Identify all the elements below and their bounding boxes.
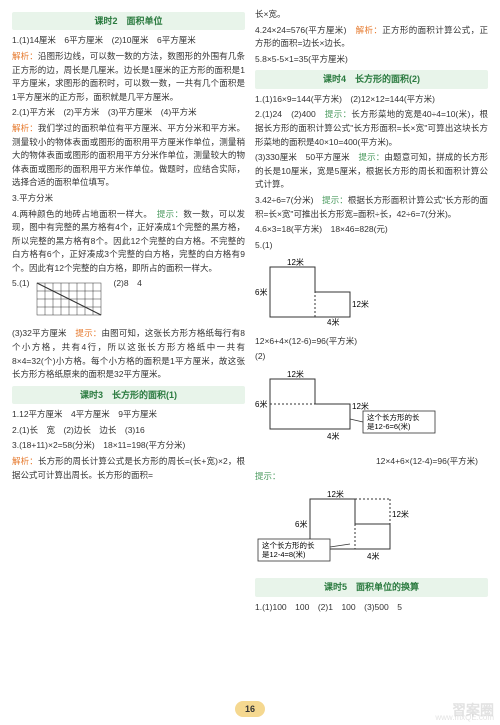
svg-text:12米: 12米 [287, 257, 304, 267]
q5b: (2)8 4 [113, 277, 141, 291]
svg-text:12米: 12米 [287, 369, 304, 379]
q5-row: 5.(1) (2)8 4 [12, 277, 245, 325]
q3: 3.平方分米 [12, 192, 245, 206]
r-q5: 5.(1) [255, 239, 488, 253]
analysis-label: 解析： [12, 51, 38, 61]
svg-text:12米: 12米 [352, 401, 369, 411]
l-shape-1: 12米 6米 12米 4米 [255, 257, 375, 327]
hint-label: 提示： [255, 471, 281, 481]
left-column: 课时2 面积单位 1.(1)14厘米 6平方厘米 (2)10厘米 6平方厘米 解… [12, 8, 245, 616]
l-shape-3: 12米 6米 12米 4米 这个长方形的长 是12-4=8(米) [255, 489, 485, 567]
svg-text:12米: 12米 [352, 299, 369, 309]
analysis-label: 解析： [356, 25, 383, 35]
a2-text: 我们学过的面积单位有平方厘米、平方分米和平方米。测量较小的物体表面或图形的面积用… [12, 123, 245, 187]
q4: 4.两种颜色的地砖占地面积一样大。 提示：数一数，可以发现，图中有完整的黑方格有… [12, 208, 245, 276]
q5c-row: (3)32平方厘米 提示：由图可知，这张长方形方格纸每行有8个小方格，共有4行，… [12, 327, 245, 381]
lesson3-header: 课时3 长方形的面积(1) [12, 386, 245, 404]
r-h5l: 提示： [255, 470, 488, 484]
svg-text:6米: 6米 [255, 399, 267, 409]
q5c: (3)32平方厘米 [12, 328, 67, 338]
hint-label: 提示： [322, 195, 348, 205]
a1-text: 沿图形边线，可以数一数的方法，数图形的外围有几条正方形的边，周长是几厘米。边长是… [12, 51, 245, 102]
r-q2: 2.(1)24 (2)400 提示：长方形菜地的宽是40÷4=10(米)，根据长… [255, 108, 488, 149]
r0: 长×宽。 [255, 8, 488, 22]
calc1: 12×6+4×(12-6)=96(平方米) [255, 335, 488, 349]
r-q1: 1.(1)16×9=144(平方米) (2)12×12=144(平方米) [255, 93, 488, 107]
a1: 解析：沿图形边线，可以数一数的方法，数图形的外围有几条正方形的边，周长是几厘米。… [12, 50, 245, 104]
svg-text:12米: 12米 [327, 489, 344, 499]
l3a3-text: 长方形的周长计算公式是长方形的周长=(长+宽)×2，根据公式可计算出周长。长方形… [12, 456, 245, 480]
hint-label: 提示： [157, 209, 184, 219]
lesson2-header: 课时2 面积单位 [12, 12, 245, 30]
l3a3: 解析：长方形的周长计算公式是长方形的周长=(长+宽)×2，根据公式可计算出周长。… [12, 455, 245, 482]
q5a: 5.(1) [12, 277, 29, 291]
svg-text:这个长方形的长: 这个长方形的长 [367, 412, 420, 422]
svg-text:6米: 6米 [255, 287, 267, 297]
svg-text:这个长方形的长: 这个长方形的长 [262, 540, 315, 550]
r-q2b: (3)330厘米 50平方厘米 提示：由题意可知，拼成的长方形的长是10厘米，宽… [255, 151, 488, 192]
q1: 1.(1)14厘米 6平方厘米 (2)10厘米 6平方厘米 [12, 34, 245, 48]
q4-text: 4.两种颜色的地砖占地面积一样大。 [12, 209, 148, 219]
r-q3: 3.42÷6=7(分米) 提示：根据长方形面积计算公式"长方形的面积=长×宽"可… [255, 194, 488, 221]
analysis-label: 解析： [12, 456, 38, 466]
r1: 4.24×24=576(平方厘米) 解析：正方形的面积计算公式，正方形的面积=边… [255, 24, 488, 51]
watermark-sub: www.mxQE.com [435, 712, 494, 725]
a2: 解析：我们学过的面积单位有平方厘米、平方分米和平方米。测量较小的物体表面或图形的… [12, 122, 245, 190]
lesson5-header: 课时5 面积单位的换算 [255, 578, 488, 596]
hint-label: 提示： [75, 328, 101, 338]
svg-text:是12-6=6(米): 是12-6=6(米) [367, 421, 411, 431]
r-q2t: 2.(1)24 (2)400 [255, 109, 316, 119]
hint-label: 提示： [358, 152, 384, 162]
q2: 2.(1)平方米 (2)平方米 (3)平方厘米 (4)平方米 [12, 106, 245, 120]
svg-text:是12-4=8(米): 是12-4=8(米) [262, 549, 306, 559]
svg-text:4米: 4米 [367, 551, 379, 561]
svg-text:12米: 12米 [392, 509, 409, 519]
r-q5b: (2) [255, 350, 488, 364]
svg-text:4米: 4米 [327, 431, 339, 441]
analysis-label: 解析： [12, 123, 38, 133]
r1-text: 4.24×24=576(平方厘米) [255, 25, 346, 35]
l3q2: 2.(1)长 宽 (2)边长 边长 (3)16 [12, 424, 245, 438]
l-shape-2: 12米 6米 12米 4米 这个长方形的长 是12-6=6(米) [255, 369, 485, 447]
r-q4: 4.6×3=18(平方米) 18×46=828(元) [255, 223, 488, 237]
lesson4-header: 课时4 长方形的面积(2) [255, 70, 488, 88]
page-number: 16 [235, 701, 265, 717]
calc2: 12×4+6×(12-4)=96(平方米) [255, 455, 488, 469]
r2: 5.8×5-5×1=35(平方厘米) [255, 53, 488, 67]
svg-text:4米: 4米 [327, 317, 339, 327]
page-columns: 课时2 面积单位 1.(1)14厘米 6平方厘米 (2)10厘米 6平方厘米 解… [12, 8, 488, 616]
hint-label: 提示： [325, 109, 352, 119]
r-q3t: 3.42÷6=7(分米) [255, 195, 314, 205]
l3q3: 3.(18+11)×2=58(分米) 18×11=198(平方分米) [12, 439, 245, 453]
l5q1: 1.(1)100 100 (2)1 100 (3)500 5 [255, 601, 488, 615]
svg-text:6米: 6米 [295, 519, 307, 529]
grid-diagram [35, 281, 107, 321]
r-q2bt: (3)330厘米 50平方厘米 [255, 152, 350, 162]
l3q1: 1.12平方厘米 4平方厘米 9平方厘米 [12, 408, 245, 422]
right-column: 长×宽。 4.24×24=576(平方厘米) 解析：正方形的面积计算公式，正方形… [255, 8, 488, 616]
